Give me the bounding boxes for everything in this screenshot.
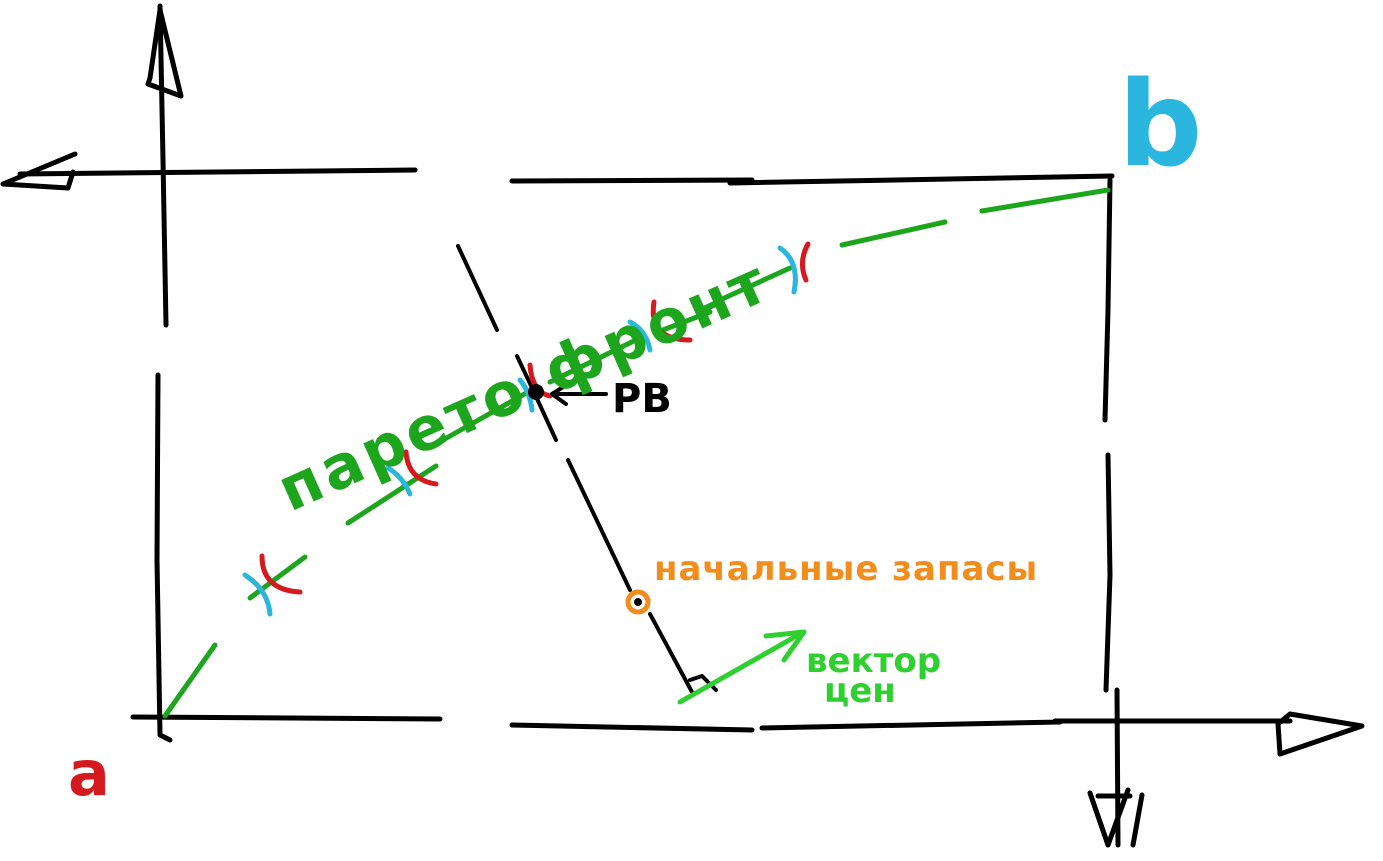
pareto-front-label: парето фронт <box>268 246 781 526</box>
price-vector-arrow <box>677 629 807 705</box>
corner-a-label: a <box>68 737 110 810</box>
indifference-curve-a-mark <box>403 449 439 487</box>
pareto-front-line <box>162 187 1111 719</box>
box-bottom-right-line <box>759 718 1293 731</box>
agent-b-vertical-arrowhead <box>1087 787 1145 848</box>
equilibrium-point <box>528 382 608 406</box>
price-vector-label-line2: цен <box>824 671 896 711</box>
initial-endowment-label: начальные запасы <box>654 549 1038 589</box>
price-vector-label-line1: вектор <box>806 641 941 681</box>
indifference-curve-a-mark <box>800 241 811 283</box>
agent-b-axes <box>0 151 1365 848</box>
agent-b-vertical-axis <box>1102 177 1113 693</box>
indifference-curve-a-mark <box>259 553 303 595</box>
agent-a-axes <box>130 3 755 743</box>
budget-line <box>456 244 718 694</box>
indifference-curve-a-mark <box>650 299 693 343</box>
agent-b-horizontal-arrowhead <box>0 151 78 191</box>
indifference-curve-b-mark <box>777 245 798 295</box>
indifference-curve-b-mark <box>627 319 653 353</box>
agent-a-vertical-arrowhead <box>145 7 184 99</box>
indifference-curve-b-mark <box>385 465 413 497</box>
indifference-curve-b-mark <box>517 377 535 413</box>
box-bottom-right-arrowhead <box>1275 711 1365 757</box>
agent-b-horizontal-axis <box>17 167 1115 186</box>
initial-endowment-point <box>625 589 651 615</box>
equilibrium-label: PB <box>612 376 672 422</box>
agent-a-vertical-axis <box>154 3 173 743</box>
equilibrium-arrow <box>550 382 608 406</box>
agent-a-horizontal-axis <box>130 714 755 733</box>
indifference-curve-b-mark <box>242 572 273 617</box>
corner-b-label: b <box>1118 55 1202 193</box>
